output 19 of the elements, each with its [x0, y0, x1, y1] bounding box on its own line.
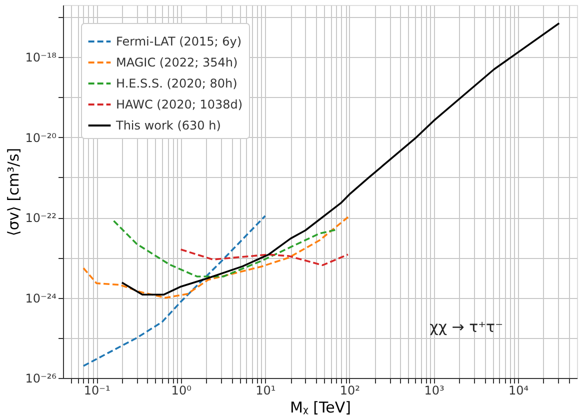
x-tick-label: 10⁰ [171, 384, 192, 398]
x-tick-label: 10¹ [256, 384, 276, 398]
y-tick-label: 10⁻²⁴ [25, 291, 57, 306]
y-tick-label: 10⁻²⁶ [25, 372, 57, 386]
legend-label: HAWC (2020; 1038d) [116, 98, 243, 112]
x-tick-label: 10⁴ [508, 384, 529, 398]
y-axis-title: ⟨σv⟩ [cm³/s] [4, 148, 22, 236]
legend-label: This work (630 h) [115, 118, 221, 132]
y-tick-label: 10⁻²² [25, 211, 57, 226]
x-tick-label: 10³ [424, 384, 444, 398]
x-axis-title: Mᵪ [TeV] [290, 398, 351, 416]
legend-label: H.E.S.S. (2020; 80h) [116, 76, 238, 90]
annotation: χχ → τ⁺τ⁻ [430, 318, 503, 336]
y-tick-label: 10⁻¹⁸ [25, 50, 57, 65]
x-tick-label: 10⁻¹ [84, 384, 110, 398]
x-tick-label: 10² [340, 384, 360, 398]
y-tick-label: 10⁻²⁰ [25, 130, 57, 145]
legend-label: Fermi-LAT (2015; 6y) [116, 34, 242, 48]
legend-label: MAGIC (2022; 354h) [116, 56, 238, 70]
